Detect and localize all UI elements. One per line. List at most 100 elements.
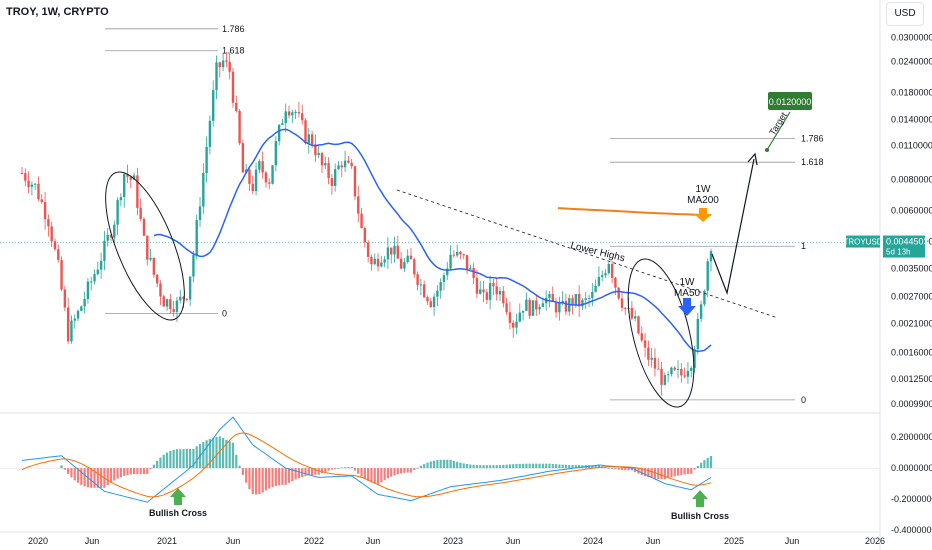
candle-body <box>436 290 439 297</box>
candle-body <box>99 260 103 270</box>
time-tick-label: Jun <box>226 536 241 546</box>
ma200-label-line2: MA200 <box>687 195 719 206</box>
time-tick-label: 2020 <box>28 536 48 546</box>
candle-body <box>37 183 40 200</box>
candle-body <box>422 284 426 298</box>
candle-body <box>132 175 136 180</box>
macd-histogram-bar <box>686 468 690 475</box>
candle-body <box>284 111 287 124</box>
candle-body <box>455 251 459 256</box>
candle-body <box>198 206 202 221</box>
candle-body <box>268 182 271 184</box>
macd-histogram-bar <box>485 465 488 469</box>
candle-body <box>591 291 594 298</box>
macd-histogram-bar <box>690 468 693 474</box>
macd-histogram-bar <box>564 464 568 469</box>
macd-histogram-bar <box>139 468 142 475</box>
candle-body <box>650 357 653 360</box>
candle-body <box>93 274 96 282</box>
candle-body <box>182 296 185 299</box>
macd-histogram-bar <box>268 468 271 489</box>
macd-histogram-bar <box>521 463 525 469</box>
fib-label-right: 1.786 <box>801 134 824 144</box>
target-badge <box>768 92 812 110</box>
macd-histogram-bar <box>205 440 208 469</box>
macd-histogram-bar <box>403 468 406 473</box>
candle-body <box>90 281 93 283</box>
candle-body <box>607 263 611 274</box>
candle-body <box>505 303 508 313</box>
candle-body <box>304 120 307 144</box>
candle-body <box>40 199 43 203</box>
macd-histogram-bar <box>132 468 136 475</box>
macd-histogram-bar <box>680 468 683 475</box>
macd-histogram-bar <box>538 463 541 469</box>
candle-body <box>113 224 116 238</box>
candle-body <box>195 220 198 256</box>
macd-histogram-bar <box>390 468 393 477</box>
candle-body <box>597 276 601 286</box>
candle-body <box>343 160 347 168</box>
macd-histogram-bar <box>287 468 291 483</box>
candle-body <box>492 283 495 287</box>
candle-body <box>442 275 446 282</box>
macd-histogram-bar <box>505 464 508 469</box>
candle-body <box>680 368 683 376</box>
macd-histogram-bar <box>189 448 192 469</box>
macd-histogram-bar <box>568 464 571 469</box>
macd-histogram-bar <box>231 442 235 469</box>
macd-histogram-bar <box>182 449 185 469</box>
candle-body <box>258 161 261 170</box>
candle-body <box>614 277 617 288</box>
macd-histogram-bar <box>670 468 673 478</box>
candle-body <box>515 321 518 328</box>
candle-body <box>212 90 215 121</box>
bullish-cross-arrow-1 <box>170 488 186 505</box>
candle-body <box>475 278 479 294</box>
macd-histogram-bar <box>558 464 561 469</box>
macd-histogram-bar <box>624 468 627 471</box>
macd-histogram-bar <box>185 448 188 469</box>
macd-histogram-bar <box>297 468 301 479</box>
macd-histogram-bar <box>126 468 129 476</box>
macd-histogram-bar <box>393 468 396 476</box>
macd-histogram-bar <box>281 468 284 485</box>
candle-body <box>508 312 512 323</box>
candle-body <box>406 255 409 263</box>
candle-body <box>419 284 423 286</box>
macd-histogram-bar <box>327 468 330 471</box>
candle-body <box>709 251 713 262</box>
macd-histogram-bar <box>119 468 122 478</box>
macd-histogram-bar <box>264 468 268 491</box>
candle-body <box>314 144 317 156</box>
price-tick-label: 0.0016000 <box>891 348 932 358</box>
last-price-countdown: 5d 13h <box>886 248 910 257</box>
candle-body <box>291 112 294 116</box>
macd-histogram-bar <box>604 467 607 469</box>
macd-histogram-bar <box>429 461 432 469</box>
candle-body <box>27 180 30 187</box>
candle-body <box>670 367 673 375</box>
fib-label-right: 0 <box>801 395 806 405</box>
candle-body <box>301 113 304 121</box>
last-price-value: 0.0044503 <box>886 237 929 247</box>
candle-body <box>703 290 706 305</box>
currency-button[interactable]: USD <box>886 2 924 26</box>
macd-histogram-bar <box>482 465 485 469</box>
macd-histogram-bar <box>175 449 179 469</box>
candle-body <box>47 219 50 227</box>
macd-histogram-bar <box>653 468 657 479</box>
macd-histogram-bar <box>195 446 198 469</box>
candle-body <box>63 289 67 308</box>
macd-histogram-bar <box>146 468 149 475</box>
macd-histogram-bar <box>169 450 172 469</box>
candle-body <box>287 111 291 116</box>
macd-histogram-bar <box>571 465 574 469</box>
ma50-line <box>153 128 712 352</box>
macd-histogram-bar <box>647 468 650 478</box>
macd-histogram-bar <box>330 468 333 470</box>
macd-histogram-bar <box>304 468 307 477</box>
candle-body <box>706 261 709 291</box>
macd-histogram-bar <box>284 468 287 485</box>
